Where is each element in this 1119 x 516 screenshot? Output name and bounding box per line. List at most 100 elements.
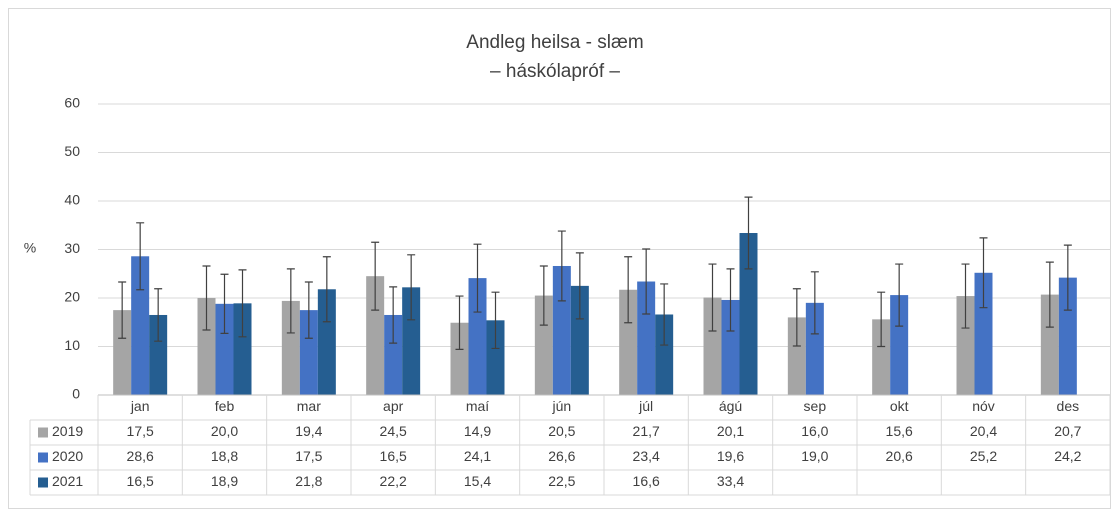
x-tick-label: des bbox=[1057, 398, 1080, 414]
bar bbox=[787, 317, 806, 395]
error-bar bbox=[473, 243, 482, 313]
y-tick-label: 10 bbox=[64, 337, 80, 353]
error-bar bbox=[371, 241, 380, 311]
table-value: 33,4 bbox=[717, 473, 744, 489]
table-value: 18,8 bbox=[211, 448, 238, 464]
legend-label: 2021 bbox=[52, 473, 83, 489]
table-value: 26,6 bbox=[548, 448, 575, 464]
x-tick-label: júl bbox=[638, 398, 653, 414]
bar bbox=[197, 298, 216, 395]
table-value: 24,5 bbox=[380, 423, 407, 439]
table-value: 17,5 bbox=[295, 448, 322, 464]
bar bbox=[450, 322, 469, 395]
x-tick-label: ágú bbox=[719, 398, 742, 414]
table-value: 16,5 bbox=[127, 473, 154, 489]
bar bbox=[366, 276, 385, 395]
x-tick-label: apr bbox=[383, 398, 404, 414]
chart-subtitle: – háskólapróf – bbox=[490, 61, 620, 82]
table-value: 16,5 bbox=[380, 448, 407, 464]
y-axis-label: % bbox=[24, 240, 36, 256]
bar bbox=[739, 233, 758, 395]
table-value: 15,6 bbox=[886, 423, 913, 439]
table-value: 28,6 bbox=[127, 448, 154, 464]
error-bar bbox=[726, 268, 735, 332]
error-bar bbox=[491, 291, 500, 350]
error-bar bbox=[895, 263, 904, 327]
table-value: 14,9 bbox=[464, 423, 491, 439]
x-tick-label: mar bbox=[297, 398, 321, 414]
bar bbox=[131, 256, 150, 395]
error-bar bbox=[979, 237, 988, 309]
table-value: 20,0 bbox=[211, 423, 238, 439]
table-value: 22,2 bbox=[380, 473, 407, 489]
bar bbox=[113, 310, 132, 395]
bar bbox=[721, 299, 740, 395]
error-bar bbox=[961, 263, 970, 329]
chart-title: Andleg heilsa - slæm bbox=[466, 32, 643, 53]
error-bar bbox=[455, 295, 464, 351]
bar bbox=[552, 265, 571, 395]
error-bar bbox=[539, 265, 548, 326]
legend-label: 2020 bbox=[52, 448, 83, 464]
bar bbox=[1058, 277, 1077, 395]
y-tick-label: 30 bbox=[64, 240, 80, 256]
bar bbox=[534, 295, 553, 395]
bar bbox=[655, 314, 674, 395]
bar bbox=[384, 314, 403, 395]
x-tick-label: maí bbox=[466, 398, 489, 414]
bar bbox=[317, 289, 336, 395]
bar bbox=[149, 314, 168, 395]
error-bar bbox=[744, 196, 753, 270]
error-bar bbox=[575, 252, 584, 320]
bar bbox=[233, 303, 252, 395]
error-bar bbox=[877, 291, 886, 348]
error-bar bbox=[136, 222, 145, 291]
table-value: 16,6 bbox=[633, 473, 660, 489]
y-tick-label: 60 bbox=[64, 95, 80, 111]
table-value: 20,1 bbox=[717, 423, 744, 439]
bar bbox=[974, 272, 993, 395]
bar bbox=[872, 319, 891, 395]
error-bar bbox=[624, 256, 633, 324]
x-tick-label: jan bbox=[130, 398, 150, 414]
bar bbox=[299, 310, 318, 395]
legend-key bbox=[38, 452, 48, 463]
bar bbox=[468, 278, 487, 395]
error-bar bbox=[557, 230, 566, 302]
table-value: 19,6 bbox=[717, 448, 744, 464]
table-value: 18,9 bbox=[211, 473, 238, 489]
table-value: 21,7 bbox=[633, 423, 660, 439]
table-value: 24,1 bbox=[464, 448, 491, 464]
bar bbox=[402, 287, 421, 395]
y-tick-label: 20 bbox=[64, 289, 80, 305]
table-value: 16,0 bbox=[801, 423, 828, 439]
bar bbox=[215, 303, 234, 395]
bar bbox=[619, 289, 638, 395]
x-tick-label: sep bbox=[804, 398, 827, 414]
x-tick-label: jún bbox=[551, 398, 571, 414]
error-bar bbox=[660, 283, 669, 346]
x-tick-label: feb bbox=[215, 398, 235, 414]
table-value: 15,4 bbox=[464, 473, 491, 489]
error-bar bbox=[389, 286, 398, 344]
error-bar bbox=[238, 269, 247, 338]
table-value: 17,5 bbox=[127, 423, 154, 439]
error-bar bbox=[304, 281, 313, 339]
bar bbox=[1040, 294, 1059, 395]
table-value: 20,4 bbox=[970, 423, 997, 439]
error-bar bbox=[220, 273, 229, 335]
error-bar bbox=[154, 288, 163, 342]
table-value: 19,4 bbox=[295, 423, 322, 439]
bar bbox=[570, 285, 589, 395]
bar bbox=[703, 297, 722, 395]
table-value: 25,2 bbox=[970, 448, 997, 464]
x-tick-label: nóv bbox=[972, 398, 995, 414]
legend-label: 2019 bbox=[52, 423, 83, 439]
error-bar bbox=[1045, 261, 1054, 328]
bar bbox=[805, 302, 824, 395]
error-bar bbox=[322, 256, 331, 323]
table-value: 24,2 bbox=[1054, 448, 1081, 464]
bar bbox=[486, 320, 505, 395]
x-tick-label: okt bbox=[890, 398, 909, 414]
